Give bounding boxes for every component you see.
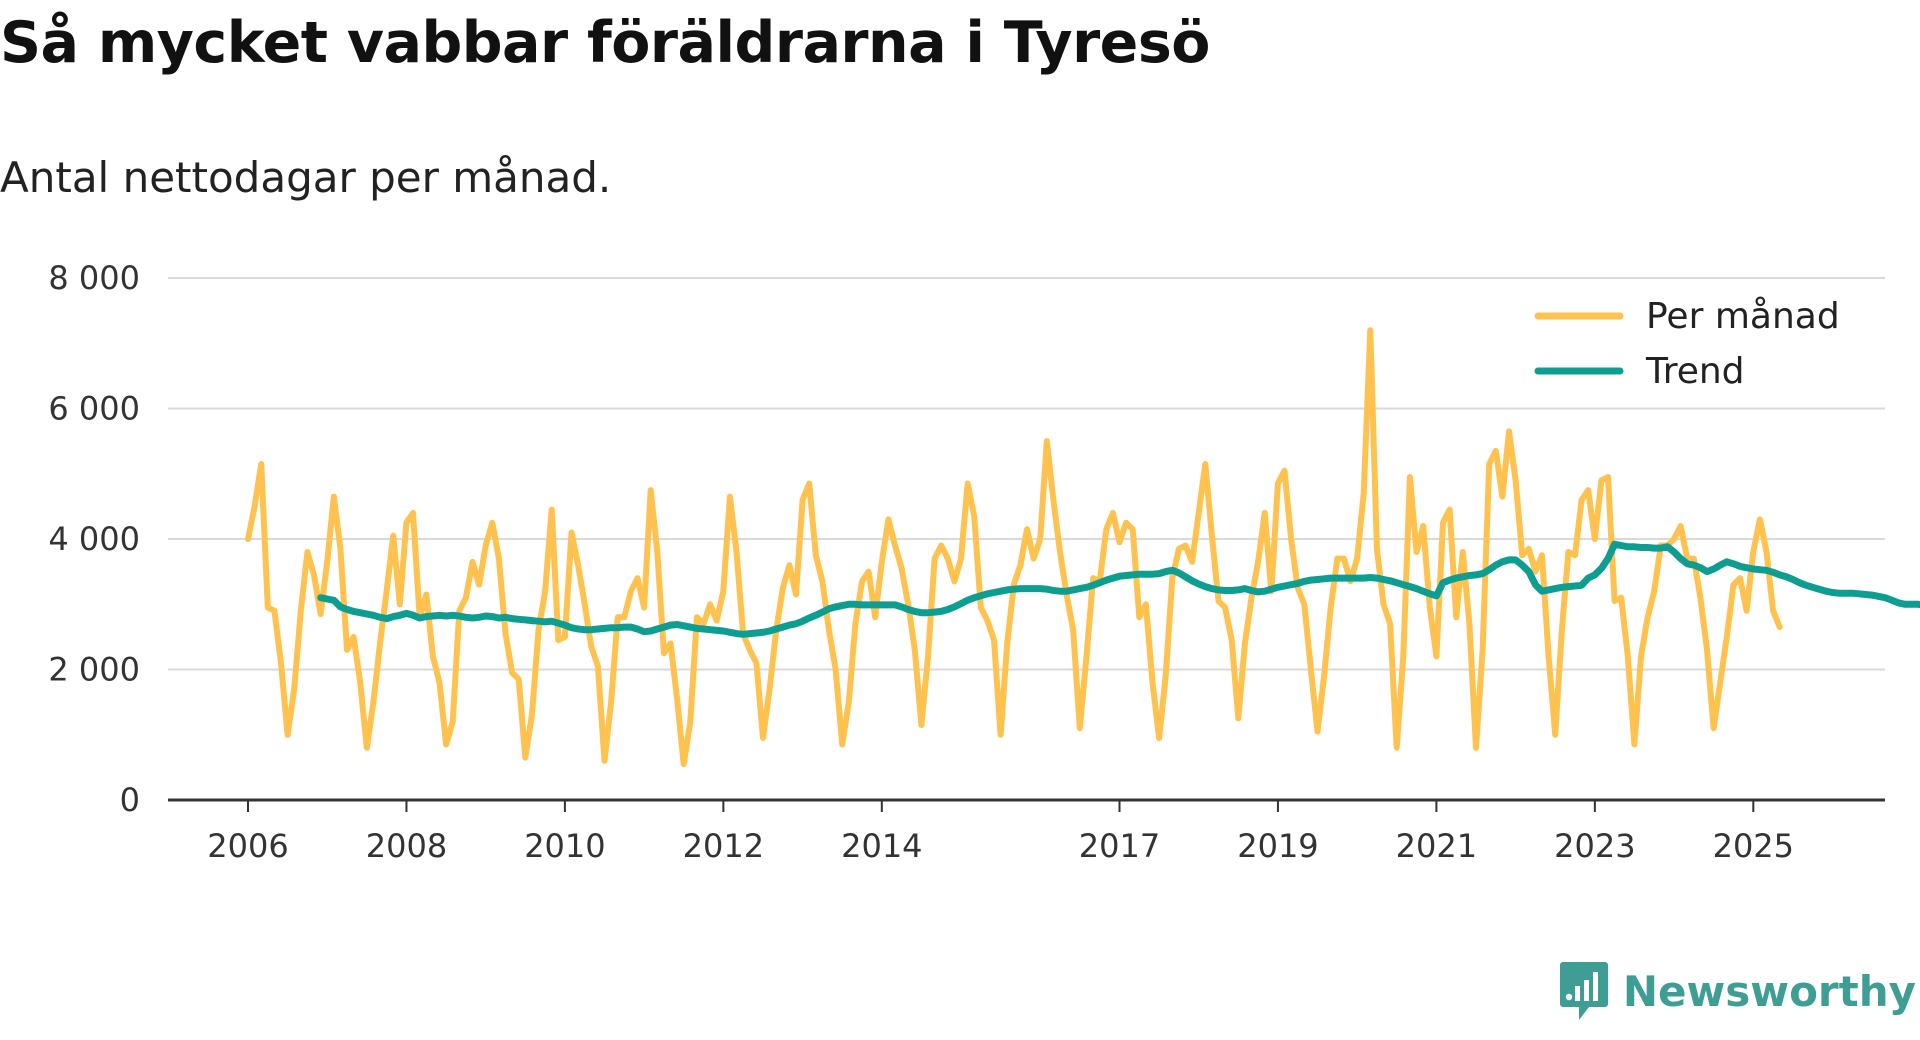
x-tick-label: 2021 — [1396, 827, 1477, 865]
legend-label-per-manad: Per månad — [1646, 296, 1840, 337]
legend: Per månad Trend — [1525, 287, 1855, 407]
series-lines — [245, 327, 1920, 768]
x-tick-label: 2023 — [1554, 827, 1635, 865]
legend-background — [1525, 287, 1855, 407]
legend-label-trend: Trend — [1645, 351, 1745, 392]
x-tick-label: 2012 — [683, 827, 764, 865]
series-line-per-manad — [245, 327, 1783, 768]
newsworthy-brand: Newsworthy — [1559, 960, 1916, 1022]
y-tick-label: 2 000 — [48, 651, 140, 689]
x-tick-label: 2008 — [366, 827, 447, 865]
y-tick-label: 6 000 — [48, 390, 140, 428]
x-tick-label: 2025 — [1713, 827, 1794, 865]
x-tick-label: 2010 — [524, 827, 605, 865]
y-axis: 0 2 000 4 000 6 000 8 000 — [48, 259, 140, 819]
x-tick-label: 2017 — [1079, 827, 1160, 865]
y-tick-label: 4 000 — [48, 520, 140, 558]
newsworthy-logo-icon — [1559, 962, 1608, 1020]
x-tick-label: 2006 — [207, 827, 288, 865]
brand-name: Newsworthy — [1622, 966, 1916, 1016]
chart-title: Så mycket vabbar föräldrarna i Tyresö — [0, 10, 1210, 76]
x-tick-label: 2014 — [841, 827, 922, 865]
y-tick-label: 0 — [120, 781, 140, 819]
chart-subtitle: Antal nettodagar per månad. — [0, 153, 612, 202]
series-line-trend — [317, 540, 1920, 638]
x-axis: 2006 2008 2010 2012 2014 2017 2019 2021 2023 2025 — [168, 798, 1885, 865]
y-tick-label: 8 000 — [48, 259, 140, 297]
x-tick-label: 2019 — [1237, 827, 1318, 865]
